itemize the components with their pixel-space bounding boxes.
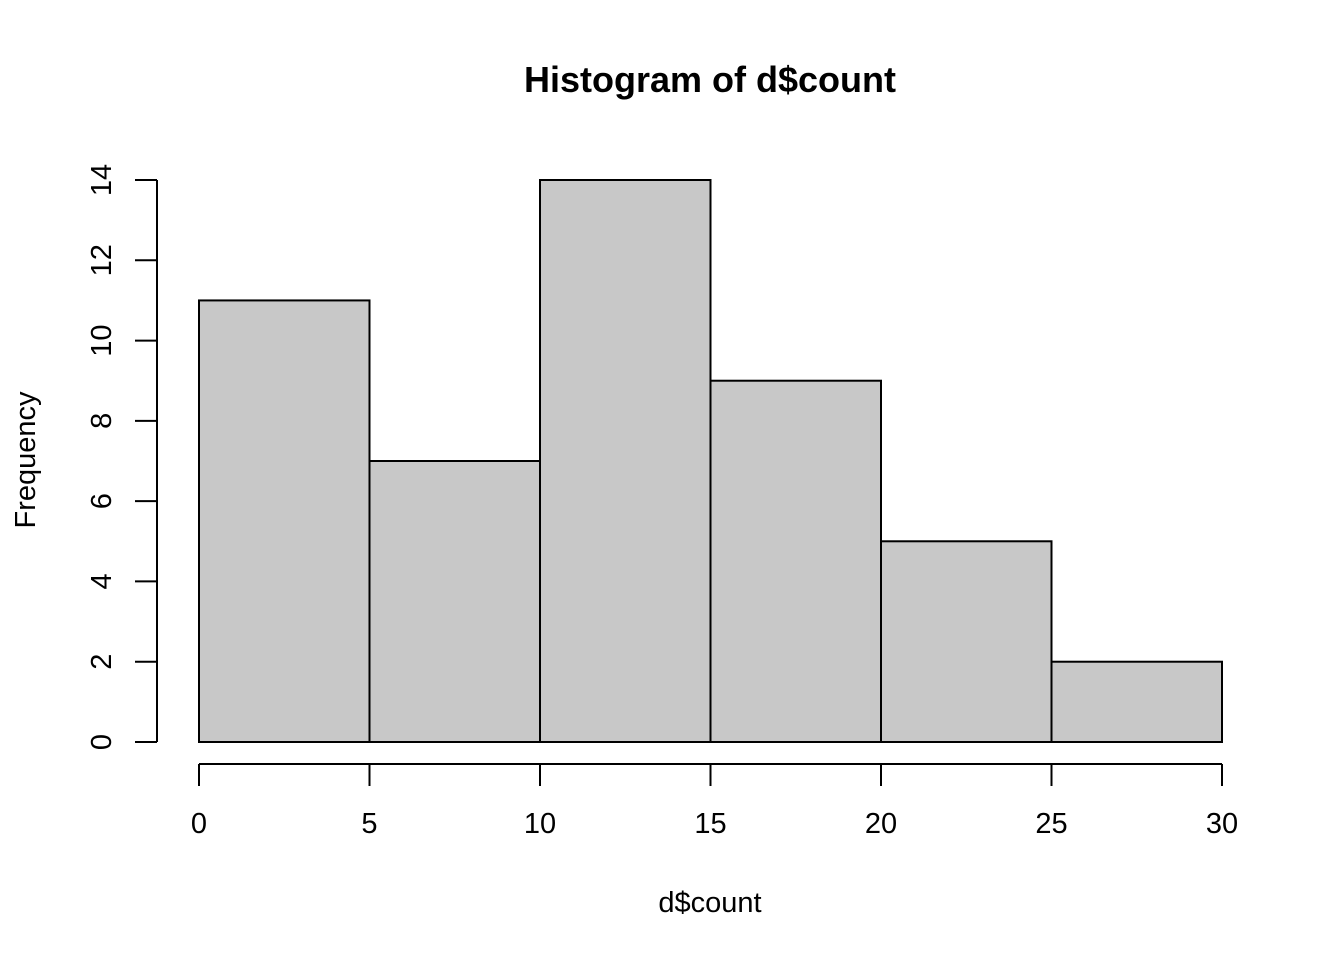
x-axis: 0 5 10 15 20 25 30 — [191, 763, 1238, 840]
x-tick-label-4: 20 — [865, 808, 897, 840]
x-tick-label-2: 10 — [524, 808, 556, 840]
histogram-bar-4 — [880, 540, 1053, 743]
chart-title: Histogram of d$count — [524, 59, 896, 100]
y-tick-label-4: 8 — [86, 413, 118, 429]
y-tick-label-5: 10 — [86, 324, 118, 356]
histogram-bar-3 — [709, 379, 882, 743]
histogram-bar-0 — [198, 299, 371, 743]
x-tick-label-5: 25 — [1035, 808, 1067, 840]
x-tick-label-6: 30 — [1206, 808, 1238, 840]
y-axis-label: Frequency — [10, 391, 42, 529]
x-axis-label: d$count — [658, 887, 761, 919]
y-tick-label-1: 2 — [86, 654, 118, 670]
histogram-bar-5 — [1050, 660, 1223, 744]
x-tick-label-0: 0 — [191, 808, 207, 840]
y-tick-label-0: 0 — [86, 734, 118, 750]
y-tick-label-7: 14 — [86, 164, 118, 196]
bars-group — [198, 179, 1223, 744]
y-tick-label-2: 4 — [86, 573, 118, 589]
x-tick-label-3: 15 — [694, 808, 726, 840]
y-axis: 0 2 4 6 8 10 12 14 — [86, 164, 158, 750]
histogram-bar-1 — [368, 460, 541, 743]
y-tick-label-3: 6 — [86, 493, 118, 509]
y-tick-label-6: 12 — [86, 244, 118, 276]
histogram-bar-2 — [539, 179, 712, 743]
x-tick-label-1: 5 — [361, 808, 377, 840]
